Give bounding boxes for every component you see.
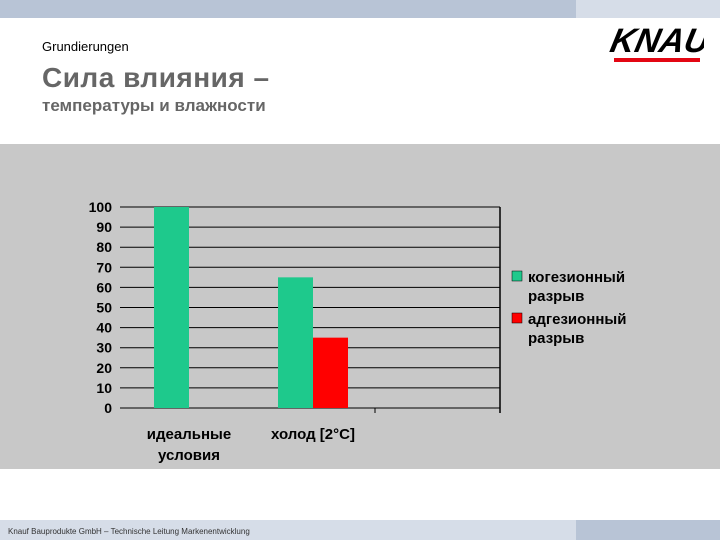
- legend-box: [502, 262, 642, 350]
- y-tick-label: 50: [96, 300, 112, 316]
- page-subtitle: температуры и влажности: [42, 96, 266, 115]
- x-category-label: идеальные: [147, 426, 231, 443]
- bar: [313, 337, 348, 408]
- y-tick-label: 80: [96, 239, 112, 255]
- top-bar-accent: [576, 0, 720, 18]
- legend-label: адгезионный: [528, 311, 626, 328]
- x-category-label: холод [2°C]: [271, 426, 355, 443]
- legend-swatch: [511, 312, 523, 324]
- footer-bar-accent: [576, 520, 720, 540]
- y-tick-label: 40: [96, 320, 112, 336]
- legend-swatch: [511, 270, 523, 282]
- bar: [154, 207, 189, 408]
- y-tick-label: 10: [96, 380, 112, 396]
- bar: [278, 277, 313, 408]
- top-bar: [0, 0, 576, 18]
- y-tick-label: 60: [96, 279, 112, 295]
- legend-label: разрыв: [528, 288, 584, 305]
- footer-bar: [0, 520, 576, 540]
- legend-label: разрыв: [528, 330, 584, 347]
- x-category-label: условия: [158, 447, 220, 464]
- y-tick-label: 30: [96, 340, 112, 356]
- y-tick-label: 20: [96, 360, 112, 376]
- logo-text: KNAUF: [607, 22, 704, 60]
- y-tick-label: 90: [96, 219, 112, 235]
- legend-label: когезионный: [528, 269, 625, 286]
- page-title: Сила влияния –: [42, 62, 270, 93]
- footer-text: Knauf Bauprodukte GmbH – Technische Leit…: [8, 527, 250, 536]
- logo-underline: [614, 58, 700, 62]
- section-label: Grundierungen: [42, 39, 129, 54]
- y-tick-label: 70: [96, 259, 112, 275]
- knauf-logo: KNAUF: [607, 22, 704, 62]
- y-tick-label: 0: [104, 400, 112, 416]
- chart-panel: 0 10 20 30 40 50 60 70 80 90 100 идеальные условия хо…: [0, 144, 720, 469]
- bar-chart: 0 10 20 30 40 50 60 70 80 90 100 идеальные условия хо…: [89, 199, 642, 464]
- y-tick-label: 100: [89, 199, 113, 215]
